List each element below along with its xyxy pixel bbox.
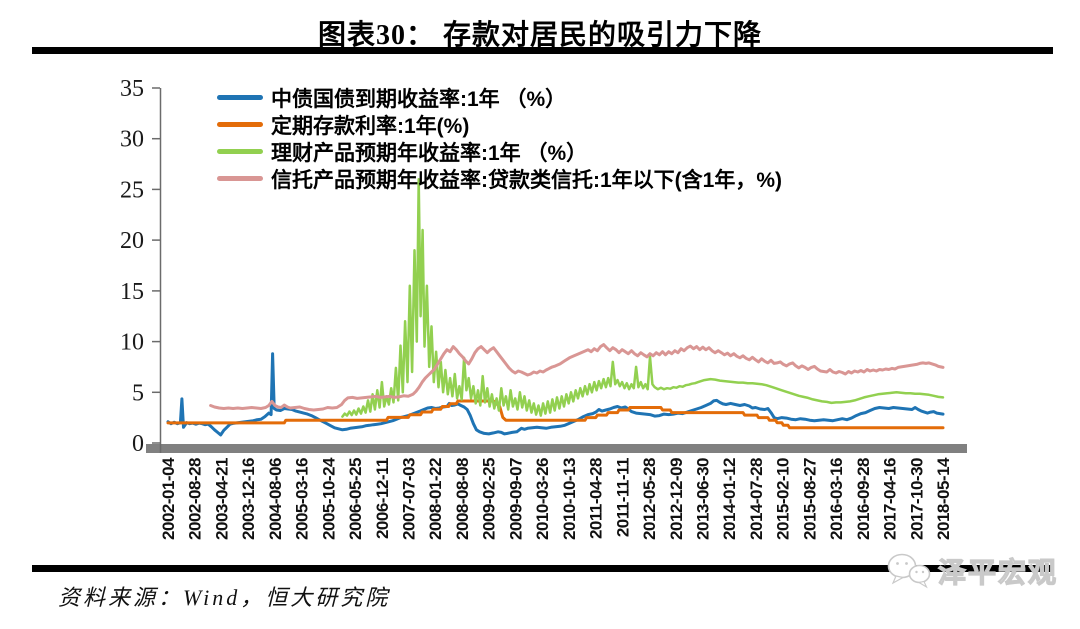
x-tick-label: 2009-09-07 [506, 458, 525, 540]
x-tick-label: 2002-01-04 [159, 457, 178, 540]
x-tick-label: 2005-03-16 [293, 458, 312, 540]
x-tick-label: 2012-12-09 [667, 458, 686, 540]
legend-label: 中债国债到期收益率:1年 （%） [271, 87, 567, 111]
x-tick-label: 2015-02-10 [774, 458, 793, 540]
y-tick-label: 0 [132, 431, 144, 457]
legend-label: 信托产品预期年收益率:贷款类信托:1年以下(含1年，%) [271, 168, 783, 192]
x-tick-label: 2011-04-28 [587, 458, 606, 539]
source-note: 资料来源：Wind，恒大研究院 [58, 585, 391, 610]
watermark-text: 泽平宏观 [937, 556, 1059, 588]
y-tick-label: 5 [132, 380, 144, 406]
x-tick-label: 2010-03-26 [533, 458, 552, 540]
x-tick-label: 2011-11-11 [613, 458, 632, 537]
y-tick-label: 15 [120, 279, 144, 305]
title-divider-bar [32, 47, 1053, 54]
x-tick-label: 2004-08-06 [266, 458, 285, 540]
y-tick-label: 10 [120, 330, 144, 356]
y-tick-label: 30 [120, 127, 144, 153]
x-tick-label: 2010-10-13 [560, 458, 579, 540]
y-tick-label: 25 [120, 177, 144, 203]
x-tick-label: 2008-08-08 [453, 458, 472, 540]
x-tick-label: 2003-12-16 [239, 458, 258, 540]
wechat-bubbles-icon [887, 553, 931, 589]
y-tick-label: 35 [120, 76, 144, 102]
x-tick-label: 2006-12-11 [373, 458, 392, 539]
x-tick-label: 2013-06-30 [694, 458, 713, 540]
legend-item-wmp-yield: 理财产品预期年收益率:1年 （%） [217, 138, 782, 165]
x-tick-label: 2003-04-21 [212, 458, 231, 540]
x-tick-label: 2005-10-24 [319, 457, 338, 540]
x-tick-label: 2015-08-27 [800, 458, 819, 540]
legend-swatch-blue [217, 95, 263, 100]
chart-title: 图表30： 存款对居民的吸引力下降 [317, 20, 762, 51]
x-tick-label: 2008-01-22 [426, 458, 445, 540]
x-tick-label: 2017-04-16 [881, 458, 900, 540]
legend-swatch-green [217, 149, 263, 154]
bottom-divider-bar [32, 565, 1053, 572]
x-tick-label: 2014-01-12 [720, 458, 739, 540]
legend-label: 定期存款利率:1年(%) [271, 114, 470, 138]
series-line-1 [166, 352, 945, 437]
chart-legend: 中债国债到期收益率:1年 （%） 定期存款利率:1年(%) 理财产品预期年收益率… [217, 84, 782, 192]
series-line-4 [209, 343, 945, 412]
y-tick-label: 20 [120, 228, 144, 254]
x-tick-label: 2018-05-14 [934, 457, 953, 540]
x-tick-label: 2017-10-30 [907, 458, 926, 540]
x-tick-label: 2012-05-28 [640, 458, 659, 540]
x-tick-label: 2009-02-25 [480, 458, 499, 540]
series-line-3 [341, 178, 945, 418]
watermark: 泽平宏观 [886, 551, 1058, 591]
x-axis-baseline-bar [146, 444, 967, 453]
x-tick-label: 2014-07-28 [747, 458, 766, 540]
x-tick-label: 2007-07-03 [400, 458, 419, 540]
legend-label: 理财产品预期年收益率:1年 （%） [271, 141, 588, 165]
legend-item-deposit-rate: 定期存款利率:1年(%) [217, 111, 782, 138]
x-tick-label: 2006-05-25 [346, 458, 365, 540]
series-line-2 [166, 399, 945, 430]
legend-swatch-orange [217, 122, 263, 127]
x-tick-label: 2002-08-28 [186, 458, 205, 540]
x-tick-label: 2016-09-28 [854, 458, 873, 540]
x-tick-label: 2016-03-16 [827, 458, 846, 540]
legend-item-trust-yield: 信托产品预期年收益率:贷款类信托:1年以下(含1年，%) [217, 165, 782, 192]
legend-swatch-pink [217, 176, 263, 181]
legend-item-treasury-yield: 中债国债到期收益率:1年 （%） [217, 84, 782, 111]
